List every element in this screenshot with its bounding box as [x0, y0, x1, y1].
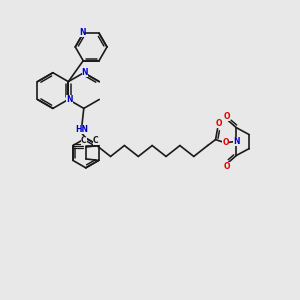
- Text: N: N: [66, 95, 73, 104]
- Text: HN: HN: [75, 125, 88, 134]
- Text: O: O: [215, 119, 222, 128]
- Text: O: O: [223, 162, 230, 171]
- Text: N: N: [79, 28, 86, 37]
- Text: N: N: [82, 68, 88, 77]
- Text: N: N: [233, 137, 240, 146]
- Text: O: O: [223, 112, 230, 121]
- Text: C: C: [93, 136, 98, 145]
- Text: C: C: [81, 136, 87, 145]
- Text: O: O: [222, 138, 229, 147]
